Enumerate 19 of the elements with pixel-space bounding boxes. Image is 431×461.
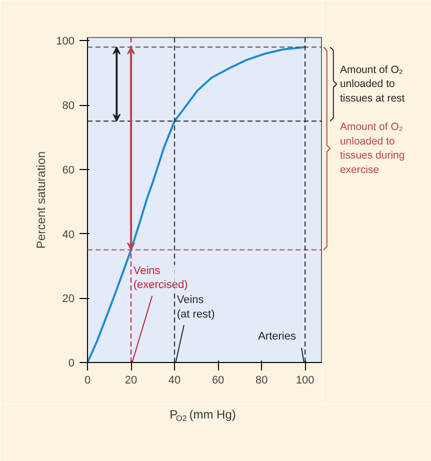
ref-line-label: Arteries xyxy=(258,330,296,342)
x-tick-label: 100 xyxy=(296,374,314,386)
x-tick-label: 20 xyxy=(124,374,138,386)
ref-line-label: Veins (exercised) xyxy=(133,264,188,292)
line-series xyxy=(88,46,306,362)
x-tick-label: 40 xyxy=(168,374,181,386)
y-tick-label: 0 xyxy=(68,358,75,370)
text: Amount of O₂ unloaded to tissues at rest xyxy=(340,64,405,105)
text: Amount of O₂ unloaded to tissues during exercise xyxy=(340,120,405,176)
y-tick-label: 80 xyxy=(62,100,75,112)
y-axis-title: Percent saturation xyxy=(34,151,48,249)
y-tick-label: 100 xyxy=(56,36,75,48)
x-tick-label: 0 xyxy=(84,374,91,386)
y-tick-label: 60 xyxy=(62,164,75,176)
ref-line-label: Veins (at rest) xyxy=(176,294,215,320)
y-tick-label: 40 xyxy=(62,228,75,241)
x-tick-label: 80 xyxy=(255,374,268,386)
y-tick-label: 20 xyxy=(62,293,75,306)
x-tick-label: 60 xyxy=(212,374,224,386)
